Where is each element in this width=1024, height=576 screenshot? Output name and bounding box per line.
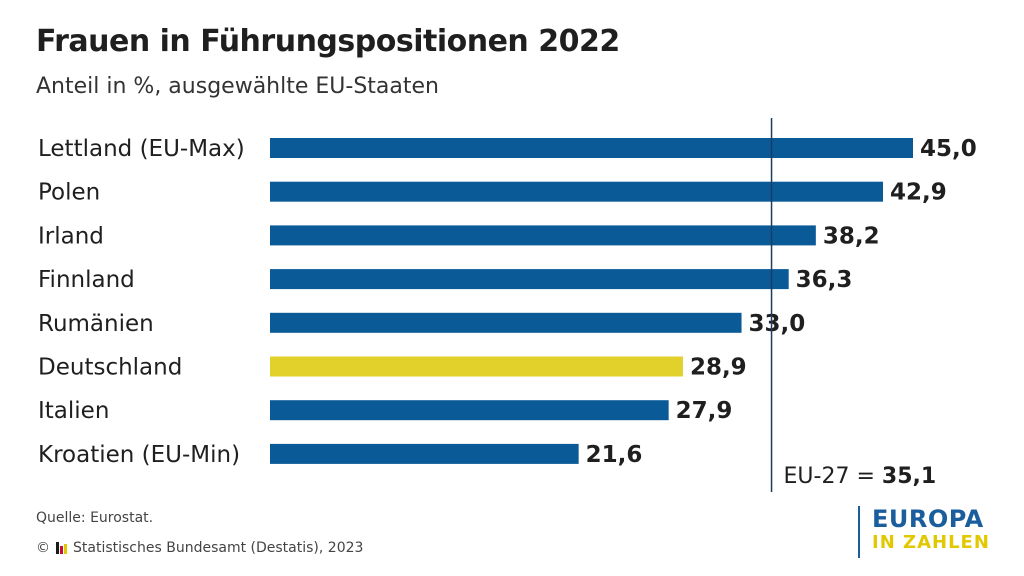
category-label: Finnland — [38, 267, 135, 293]
bar — [270, 181, 883, 202]
copyright-text: Statistisches Bundesamt (Destatis), 2023 — [73, 540, 364, 556]
source-note: Quelle: Eurostat. — [36, 510, 154, 526]
value-label: 28,9 — [690, 355, 747, 381]
copyright-note: © Statistisches Bundesamt (Destatis), 20… — [36, 540, 363, 556]
value-label: 21,6 — [586, 442, 643, 468]
category-label: Lettland (EU-Max) — [38, 136, 245, 162]
eu27-reference-label: EU-27 = 35,1 — [784, 464, 937, 489]
category-label: Irland — [38, 223, 104, 249]
brand-line-2: IN ZAHLEN — [872, 532, 990, 553]
value-label: 38,2 — [823, 223, 880, 249]
category-label: Rumänien — [38, 311, 154, 337]
value-label: 45,0 — [920, 136, 977, 162]
value-label: 27,9 — [676, 398, 733, 424]
eu27-reference-caption: EU-27 = — [784, 464, 882, 489]
bar — [270, 443, 579, 464]
bar — [270, 400, 669, 421]
copyright-symbol: © — [36, 540, 50, 556]
category-label: Kroatien (EU-Min) — [38, 442, 240, 468]
chart-title: Frauen in Führungspositionen 2022 — [36, 24, 620, 59]
category-label: Polen — [38, 180, 100, 206]
category-label: Deutschland — [38, 355, 182, 381]
bar — [270, 225, 816, 246]
value-label: 33,0 — [749, 311, 806, 337]
bar — [270, 312, 742, 333]
brand-line-1: EUROPA — [872, 505, 984, 533]
chart-subtitle: Anteil in %, ausgewählte EU-Staaten — [36, 74, 439, 99]
value-label: 36,3 — [796, 267, 853, 293]
value-label: 42,9 — [890, 180, 947, 206]
bar — [270, 138, 913, 158]
eu27-reference-value: 35,1 — [882, 464, 936, 489]
europa-in-zahlen-logo: EUROPA IN ZAHLEN — [858, 506, 990, 558]
category-label: Italien — [38, 398, 109, 424]
bar — [270, 356, 683, 377]
destatis-logo-icon — [56, 542, 67, 554]
bar — [270, 269, 789, 290]
